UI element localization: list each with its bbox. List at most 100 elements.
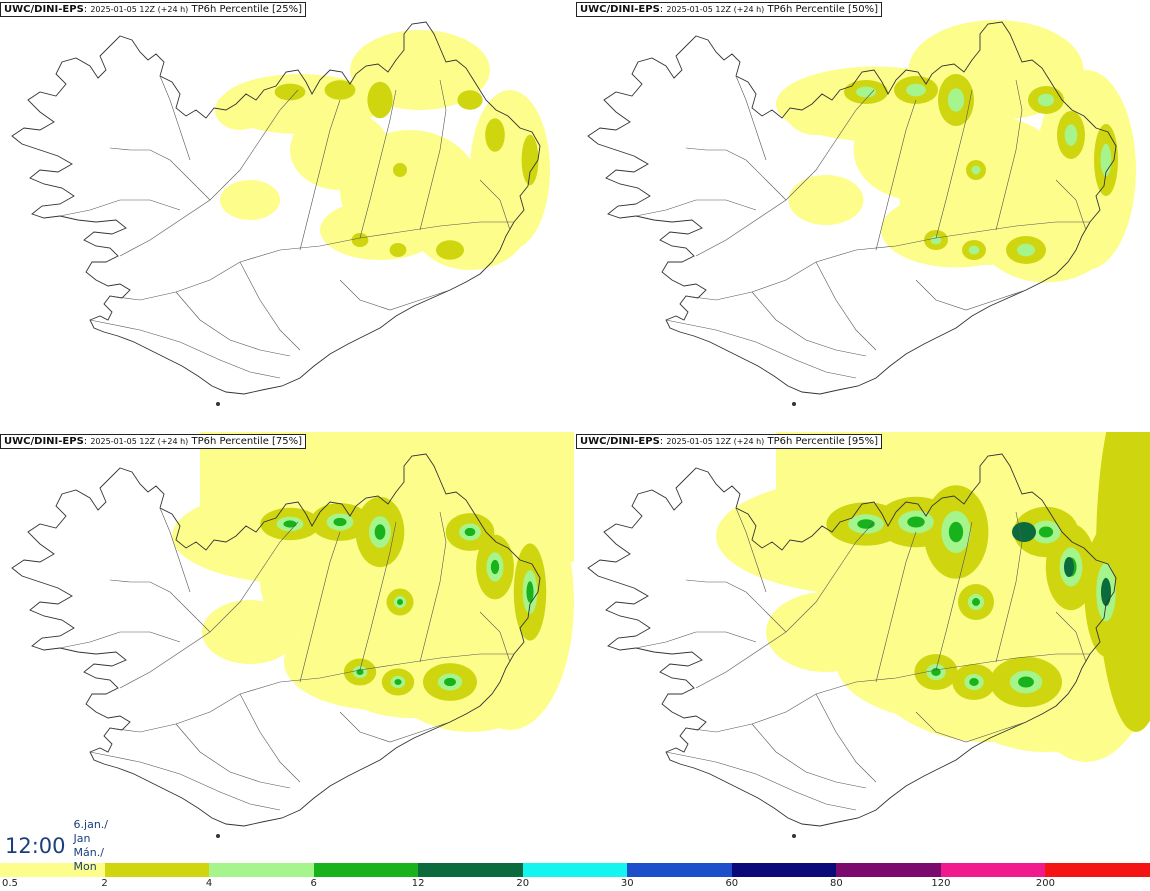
road-line [815, 261, 877, 351]
road-line [339, 279, 451, 311]
color-legend: 0.5 2 4 6 12 20 30 60 80 120 200 [0, 863, 1150, 891]
precip-area-intense [283, 520, 297, 528]
legend-label: 0.5 [2, 878, 18, 889]
precip-map-p50 [587, 20, 1136, 406]
valid-date-line2: Mán./ Mon [73, 846, 104, 873]
island-marker [216, 402, 220, 406]
precip-area-extreme [1101, 578, 1111, 606]
precip-area-heavy [1037, 93, 1055, 107]
precip-area-moderate [457, 90, 483, 110]
road-line [419, 79, 447, 231]
road-line [685, 653, 1090, 733]
precip-area-intense [490, 559, 500, 575]
legend-label: 30 [620, 878, 634, 889]
precip-area-intense [1038, 526, 1054, 538]
road-line [175, 291, 291, 357]
road-line [685, 579, 787, 633]
coastline [11, 453, 541, 827]
legend-swatch [209, 863, 314, 877]
road-line [635, 631, 757, 649]
valid-time-box: 12:00 6.jan./ Jan Mán./ Mon [0, 818, 128, 873]
precip-area-moderate [351, 233, 369, 247]
road-line [875, 99, 917, 251]
panel-title: UWC/DINI-EPS: 2025-01-05 12Z (+24 h) TP6… [0, 2, 307, 17]
road-line [59, 631, 181, 649]
legend-swatch [836, 863, 941, 877]
legend-label: 200 [1035, 878, 1055, 889]
road-line [995, 511, 1023, 663]
model-name: UWC/DINI-EPS [580, 436, 660, 447]
road-line [109, 221, 514, 301]
precip-map-p75 [11, 432, 574, 838]
precip-area-light [853, 100, 979, 200]
precip-area-light [290, 110, 390, 190]
legend-label: 120 [931, 878, 951, 889]
legend-swatch [418, 863, 523, 877]
precip-area-light [470, 90, 550, 250]
road-line [479, 179, 511, 231]
precip-area-moderate [436, 240, 464, 260]
legend-label: 12 [411, 878, 425, 889]
road-line [1055, 611, 1087, 663]
precip-area-light [320, 200, 440, 260]
precip-area-intense [444, 677, 456, 687]
valid-date: 6.jan./ Jan Mán./ Mon [74, 818, 128, 874]
road-line [239, 693, 301, 783]
road-line [299, 99, 341, 251]
model-name: UWC/DINI-EPS [580, 4, 660, 15]
map-panel-p50: UWC/DINI-EPS: 2025-01-05 12Z (+24 h) TP6… [576, 0, 1150, 430]
island-marker [216, 834, 220, 838]
precip-area-moderate [324, 80, 356, 100]
road-line [635, 199, 757, 217]
road-line [915, 279, 1027, 311]
legend-swatch [313, 863, 419, 877]
road-line [665, 319, 857, 379]
precip-field [172, 432, 574, 732]
road-line [299, 531, 341, 683]
precip-area-moderate [389, 243, 407, 257]
panel-title: UWC/DINI-EPS: 2025-01-05 12Z (+24 h) TP6… [576, 2, 883, 17]
precip-area-light [788, 175, 864, 225]
road-line [109, 653, 514, 733]
road-line [685, 221, 1090, 301]
legend-swatch [104, 863, 210, 877]
panel-title: UWC/DINI-EPS: 2025-01-05 12Z (+24 h) TP6… [576, 434, 883, 449]
precip-area-moderate [521, 134, 539, 186]
precip-area-light [215, 90, 265, 130]
init-time: 2025-01-05 12Z (+24 h) [666, 5, 765, 14]
legend-label: 20 [516, 878, 530, 889]
precip-area-extreme [1012, 522, 1036, 542]
precip-area-heavy [1064, 124, 1078, 146]
road-line [109, 147, 211, 201]
precip-area-heavy [947, 88, 965, 112]
precip-area-intense [931, 668, 941, 676]
legend-swatch [627, 863, 732, 877]
precip-area-moderate [393, 163, 407, 177]
legend-swatch [522, 863, 628, 877]
road-line [89, 751, 281, 811]
road-line [915, 711, 1027, 743]
road-line [685, 147, 787, 201]
model-name: UWC/DINI-EPS [4, 436, 84, 447]
coastline [11, 21, 541, 395]
init-time: 2025-01-05 12Z (+24 h) [90, 437, 189, 446]
precip-field [716, 432, 1150, 762]
legend-swatch [731, 863, 837, 877]
map-panel-p75: UWC/DINI-EPS: 2025-01-05 12Z (+24 h) TP6… [0, 432, 574, 862]
field-name: TP6h Percentile [25%] [191, 4, 303, 15]
road-line [935, 521, 973, 671]
island-marker [792, 402, 796, 406]
island-marker [792, 834, 796, 838]
legend-label: 6 [310, 878, 317, 889]
legend-swatch [1045, 863, 1150, 877]
road-line [875, 531, 917, 683]
precip-area-intense [394, 679, 402, 685]
road-line [735, 75, 767, 161]
road-line [175, 723, 291, 789]
precip-area-moderate [274, 83, 306, 101]
road-line [359, 89, 397, 239]
precip-area-intense [948, 521, 964, 543]
precip-area-intense [464, 527, 476, 537]
legend-color-bar [0, 863, 1150, 877]
precip-map-p95 [587, 432, 1150, 838]
